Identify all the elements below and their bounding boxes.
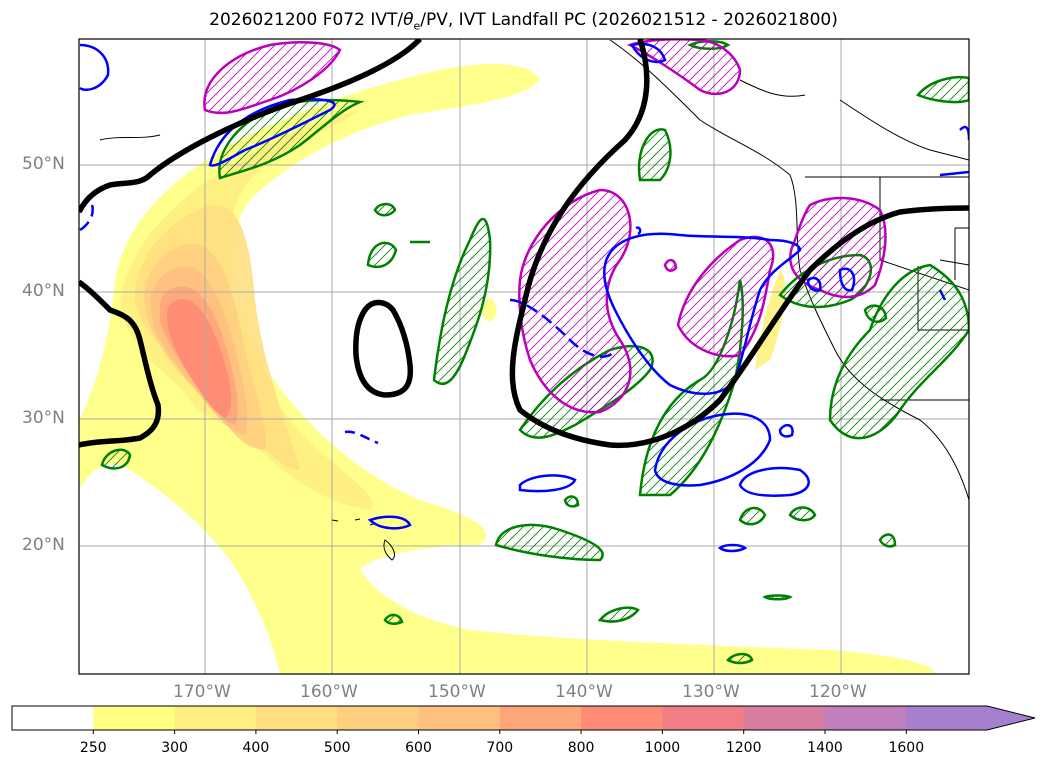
colorbar-cell [581,706,663,730]
title-subscript: e [413,19,421,33]
colorbar-tick-label: 1200 [725,740,762,756]
lat-label-20n: 20°N [22,535,65,555]
colorbar-cell [906,706,989,730]
colorbar-cell [743,706,826,730]
ivt-small-band-2 [482,298,497,322]
colorbar-cell [337,706,419,730]
lon-label-130w: 130°W [682,682,740,702]
colorbar-cell [418,706,501,730]
lon-label-120w: 120°W [809,682,867,702]
plot-area [79,39,969,674]
colorbar-tick-label: 600 [405,740,432,756]
colorbar-tick-label: 400 [242,740,270,756]
colorbar-tick-label: 1400 [807,740,843,756]
lat-label-30n: 30°N [22,408,65,428]
lon-label-160w: 160°W [300,682,358,702]
colorbar-cell [174,706,257,730]
map-title: 2026021200 F072 IVT/θe/PV, IVT Landfall … [0,10,1047,32]
colorbar-cells [12,706,989,730]
lon-label-170w: 170°W [173,682,231,702]
colorbar-cell [255,706,338,730]
title-suffix: /PV, IVT Landfall PC (2026021512 - 20260… [420,10,838,30]
colorbar-tick-label: 700 [486,740,514,756]
lon-label-150w: 150°W [428,682,486,702]
colorbar-cell [662,706,745,730]
colorbar-cell [825,706,907,730]
colorbar-tick-label: 800 [567,740,595,756]
plot-frame [78,38,970,675]
ivt-300-band [120,110,373,510]
colorbar-cell [93,706,176,730]
colorbar-tick-label: 250 [79,740,107,756]
ivt-800-band [167,299,232,418]
colorbar [11,705,1036,734]
colorbar-cell [12,706,94,730]
lat-label-40n: 40°N [22,281,65,301]
colorbar-tick-label: 500 [323,740,351,756]
title-theta: θ [403,10,414,30]
colorbar-cell [499,706,582,730]
colorbar-tick-label: 1600 [888,740,925,756]
colorbar-outline [11,705,1036,731]
colorbar-ticks [92,730,907,734]
lat-label-50n: 50°N [22,154,65,174]
ivt-250-band [79,64,935,674]
colorbar-tick-label: 1000 [644,740,681,756]
ivt-small-band [755,270,786,370]
lon-label-140w: 140°W [555,682,613,702]
colorbar-extend-arrow [987,706,1035,730]
title-prefix: 2026021200 F072 IVT/ [209,10,404,30]
thick-black-contours [79,39,969,449]
colorbar-tick-label: 300 [161,740,188,756]
